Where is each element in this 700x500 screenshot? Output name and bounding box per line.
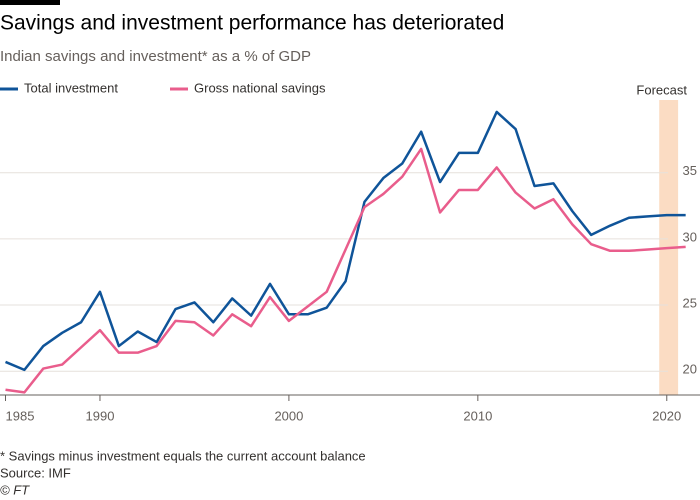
x-tick-label: 2010 <box>463 408 492 423</box>
footnote: * Savings minus investment equals the cu… <box>0 448 366 463</box>
x-tick-label: 2000 <box>274 408 303 423</box>
y-tick-label: 35 <box>683 163 697 178</box>
legend-label: Gross national savings <box>194 80 326 95</box>
y-tick-label: 20 <box>683 362 697 377</box>
legend-label: Total investment <box>24 80 118 95</box>
x-tick-label: 2020 <box>652 408 681 423</box>
brand-bar <box>0 0 60 5</box>
source: Source: IMF <box>0 465 71 480</box>
annotation: Forecast <box>636 82 687 97</box>
chart-subtitle: Indian savings and investment* as a % of… <box>0 48 311 65</box>
credit: © FT <box>0 482 30 497</box>
x-tick-label: 1990 <box>86 408 115 423</box>
y-tick-label: 30 <box>683 229 697 244</box>
chart-title: Savings and investment performance has d… <box>0 12 504 35</box>
x-tick-label: 1985 <box>6 408 35 423</box>
series-line <box>5 110 686 372</box>
y-tick-label: 25 <box>683 295 697 310</box>
series-line <box>5 147 686 394</box>
